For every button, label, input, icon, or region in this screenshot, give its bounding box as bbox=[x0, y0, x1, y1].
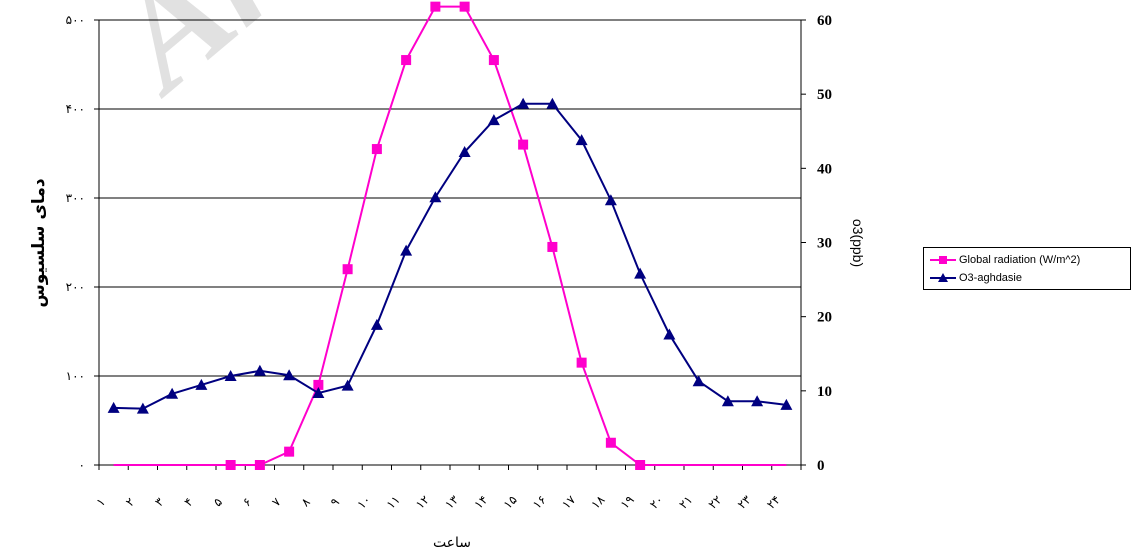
navy-triangle-marker-icon bbox=[930, 273, 956, 282]
right-tick-label-0: 0 bbox=[817, 458, 825, 474]
x-axis-title: ساعت bbox=[433, 535, 471, 551]
x-tick-label-15: ۱۶ bbox=[530, 493, 549, 512]
series-1-point-0 bbox=[107, 401, 120, 413]
x-axis-ticks: ۱ ۲ ۳ ۴ ۵ ۶ ۷ ۸ ۹ ۱۰ ۱۱ ۱۲ ۱۳ ۱۴ ۱۵ ۱۶ ۱۷ ۱۸ ۱۹ ۲۰ ۲۱ ۲۲ ۲۳ ۲۴ bbox=[94, 465, 802, 512]
x-tick-label-3: ۴ bbox=[181, 495, 195, 509]
axes bbox=[98, 20, 802, 466]
series-1-point-20 bbox=[692, 375, 705, 387]
x-tick-label-6: ۷ bbox=[269, 495, 284, 510]
series-0-point-4 bbox=[225, 460, 236, 470]
x-tick-label-2: ۳ bbox=[152, 495, 167, 510]
series-line-0 bbox=[113, 5, 787, 466]
left-tick-label-4: ۴۰۰ bbox=[66, 102, 85, 116]
series-0-point-13 bbox=[488, 55, 499, 66]
x-tick-label-1: ۲ bbox=[123, 495, 137, 509]
series-0-point-14 bbox=[518, 139, 529, 150]
right-axis-ticks: 0 10 20 30 40 50 60 bbox=[801, 13, 832, 474]
gridlines bbox=[99, 19, 801, 377]
series-0-point-15 bbox=[547, 241, 558, 252]
left-tick-label-2: ۲۰۰ bbox=[66, 280, 85, 294]
series-1-point-16 bbox=[575, 134, 588, 146]
x-tick-label-5: ۶ bbox=[240, 495, 254, 509]
x-tick-label-11: ۱۲ bbox=[413, 493, 432, 512]
series-1-point-3 bbox=[195, 378, 208, 390]
series-0-point-8 bbox=[342, 264, 353, 275]
right-tick-label-6: 60 bbox=[817, 13, 832, 29]
x-tick-label-4: ۵ bbox=[211, 495, 225, 509]
x-tick-label-21: ۲۲ bbox=[706, 493, 725, 512]
legend: Global radiation (W/m^2) O3-aghdasie bbox=[923, 247, 1131, 290]
series-1-point-7 bbox=[312, 387, 325, 399]
series-1-point-22 bbox=[751, 395, 764, 407]
series-1-point-6 bbox=[283, 369, 296, 381]
left-tick-label-5: ۵۰۰ bbox=[66, 13, 85, 27]
series-1-point-18 bbox=[634, 267, 647, 279]
series-0-point-16 bbox=[576, 357, 587, 368]
x-tick-label-9: ۱۰ bbox=[355, 493, 374, 512]
right-tick-label-4: 40 bbox=[817, 161, 832, 177]
x-tick-label-18: ۱۹ bbox=[618, 493, 637, 512]
x-tick-label-19: ۲۰ bbox=[647, 493, 666, 512]
series-1-point-11 bbox=[429, 191, 442, 203]
series-1-point-14 bbox=[517, 97, 530, 109]
series-0-point-11 bbox=[430, 1, 441, 12]
series-layer bbox=[107, 1, 793, 470]
series-0-point-18 bbox=[635, 460, 646, 470]
x-tick-label-20: ۲۱ bbox=[676, 493, 695, 512]
series-1-point-9 bbox=[370, 318, 383, 330]
x-tick-label-8: ۹ bbox=[328, 495, 342, 509]
legend-label-global-radiation: Global radiation (W/m^2) bbox=[959, 254, 1081, 266]
series-1-point-1 bbox=[136, 402, 149, 414]
legend-item-global-radiation: Global radiation (W/m^2) bbox=[930, 252, 1080, 268]
series-1-point-23 bbox=[780, 398, 793, 410]
series-1-point-10 bbox=[400, 244, 413, 256]
legend-item-o3-aghdasie: O3-aghdasie bbox=[930, 270, 1022, 286]
right-tick-label-5: 50 bbox=[817, 87, 832, 103]
right-tick-label-1: 10 bbox=[817, 384, 832, 400]
y-axis-title-right: o3(ppb) bbox=[850, 219, 866, 267]
series-0-point-10 bbox=[401, 55, 412, 66]
series-1-point-19 bbox=[663, 328, 676, 340]
y-axis-title-left: دمای سلسیوس bbox=[29, 178, 49, 307]
x-tick-label-23: ۲۴ bbox=[764, 493, 783, 512]
left-tick-label-3: ۳۰۰ bbox=[66, 191, 85, 205]
left-tick-label-1: ۱۰۰ bbox=[66, 369, 85, 383]
series-0-point-5 bbox=[254, 460, 265, 470]
x-tick-label-7: ۸ bbox=[298, 495, 313, 510]
series-1-point-5 bbox=[253, 364, 266, 376]
right-tick-label-3: 30 bbox=[817, 236, 832, 252]
series-0-point-9 bbox=[371, 144, 382, 155]
left-axis-ticks: ۰ ۱۰۰ ۲۰۰ ۳۰۰ ۴۰۰ ۵۰۰ bbox=[66, 13, 99, 472]
series-0-point-7 bbox=[313, 379, 324, 390]
series-1-point-15 bbox=[546, 97, 559, 109]
series-1-point-4 bbox=[224, 370, 237, 381]
series-line-1 bbox=[113, 102, 787, 410]
x-tick-label-12: ۱۳ bbox=[442, 492, 461, 511]
x-tick-label-16: ۱۷ bbox=[559, 492, 578, 511]
x-tick-label-14: ۱۵ bbox=[501, 493, 520, 512]
series-1-point-13 bbox=[487, 114, 500, 126]
x-tick-label-0: ۱ bbox=[94, 495, 108, 509]
series-1-point-21 bbox=[721, 395, 734, 407]
x-tick-label-10: ۱۱ bbox=[384, 493, 403, 512]
series-0-point-6 bbox=[284, 446, 295, 457]
legend-label-o3-aghdasie: O3-aghdasie bbox=[959, 272, 1022, 284]
series-1-point-2 bbox=[166, 387, 179, 399]
x-tick-label-13: ۱۴ bbox=[472, 493, 491, 512]
x-tick-label-17: ۱۸ bbox=[589, 492, 608, 511]
right-tick-label-2: 20 bbox=[817, 310, 832, 326]
series-1-point-17 bbox=[604, 194, 617, 206]
series-0-point-17 bbox=[605, 437, 616, 448]
series-0-point-12 bbox=[459, 1, 470, 12]
left-tick-label-0: ۰ bbox=[79, 458, 85, 472]
x-tick-label-22: ۲۳ bbox=[735, 492, 754, 511]
pink-square-marker-icon bbox=[930, 256, 956, 264]
series-1-point-12 bbox=[458, 146, 471, 158]
series-1-point-8 bbox=[341, 379, 354, 391]
